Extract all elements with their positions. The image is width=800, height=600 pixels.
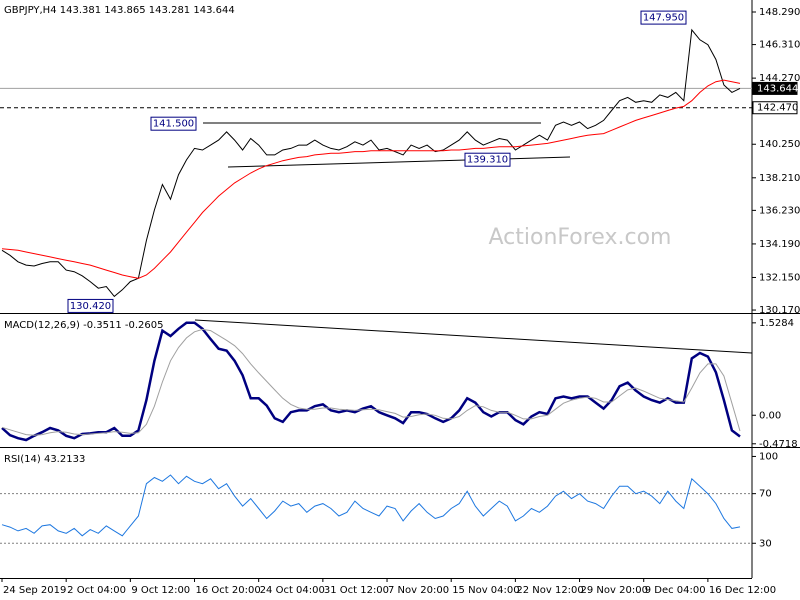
y-tick-label: 134.190 (759, 239, 800, 250)
y-tick-label: 100 (759, 451, 778, 462)
panel-title: MACD(12,26,9) -0.3511 -0.2605 (4, 320, 164, 331)
x-tick-label: 9 Oct 12:00 (131, 585, 190, 596)
annotation-box (67, 298, 114, 313)
x-tick-label: 22 Nov 12:00 (516, 585, 583, 596)
x-tick-label: 7 Nov 20:00 (388, 585, 449, 596)
level-label-box (752, 101, 798, 115)
x-tick-label: 2 Oct 04:00 (67, 585, 126, 596)
series-line (1, 328, 741, 436)
series-line (1, 28, 741, 298)
series-line (1, 79, 741, 279)
y-tick-label: 132.150 (759, 272, 800, 283)
trendline (194, 319, 753, 354)
y-tick-label: 136.230 (759, 205, 800, 216)
y-tick-label: 70 (759, 489, 772, 500)
y-tick-label: 30 (759, 538, 772, 549)
x-tick-label: 16 Dec 12:00 (709, 585, 776, 596)
x-tick-label: 16 Oct 20:00 (196, 585, 261, 596)
y-tick-label: 140.250 (759, 139, 800, 150)
series-line (1, 474, 741, 537)
x-tick-label: 15 Nov 04:00 (452, 585, 519, 596)
series-line (1, 321, 741, 442)
y-tick-label: 138.210 (759, 173, 800, 184)
y-tick-label: 1.5284 (759, 318, 794, 329)
trendline (227, 156, 571, 168)
y-tick-label: 148.290 (759, 7, 800, 18)
panel-title: GBPJPY,H4 143.381 143.865 143.281 143.64… (4, 5, 235, 16)
y-tick-label: 0.00 (759, 410, 781, 421)
y-tick-label: 144.270 (759, 73, 800, 84)
annotation-box (464, 152, 511, 167)
level-label: 143.644 (757, 83, 798, 94)
x-tick-label: 29 Nov 20:00 (581, 585, 648, 596)
y-tick-label: -0.4718 (759, 439, 798, 450)
panel-title: RSI(14) 43.2133 (4, 454, 85, 465)
level-label-box (752, 81, 798, 95)
y-tick-label: 146.310 (759, 40, 800, 51)
annotation: 130.420 (70, 301, 111, 312)
annotation: 139.310 (467, 155, 508, 166)
annotation: 141.500 (153, 119, 194, 130)
x-tick-label: 24 Sep 2019 (3, 585, 66, 596)
level-label: 142.470 (757, 103, 798, 114)
x-tick-label: 9 Dec 04:00 (645, 585, 706, 596)
annotation: 147.950 (643, 13, 684, 24)
x-tick-label: 24 Oct 04:00 (260, 585, 325, 596)
annotation-box (640, 10, 687, 25)
y-tick-label: 130.170 (759, 305, 800, 316)
watermark: ActionForex.com (489, 225, 672, 250)
annotation-box (150, 116, 197, 131)
x-tick-label: 31 Oct 12:00 (324, 585, 389, 596)
